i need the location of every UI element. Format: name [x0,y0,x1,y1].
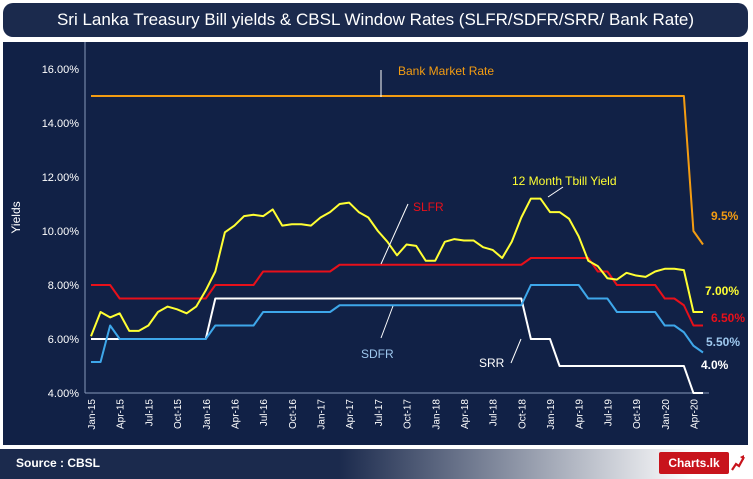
end-value-label-bank-market-rate: 9.5% [711,209,739,223]
x-tick-label: Jul-18 [489,399,500,427]
source-note: Source : CBSL [16,456,101,470]
series-line-bank-market-rate [91,95,704,246]
x-tick-label: Jan-18 [431,399,442,430]
series-line-12-month-tbill-yield [90,197,703,337]
series-label-bank-market-rate: Bank Market Rate [398,64,494,78]
x-tick-label: Oct-17 [403,399,414,429]
trend-arrow-icon [731,455,745,471]
logo-text: Charts.lk [659,452,729,474]
chart-panel: 4.00% 6.00% 8.00% 10.00% 12.00% 14.00% 16.00% Y… [3,42,748,445]
x-tick-label: Apr-18 [460,399,471,429]
y-tick-label: 4.00% [48,388,79,400]
charts-lk-logo: Charts.lk [659,452,745,476]
x-tick-label: Jul-17 [374,399,385,427]
series-line-sdfr [91,284,704,363]
series-line-slfr [91,257,703,327]
x-tick-label: Apr-17 [345,399,356,429]
x-tick-label: Jan-15 [87,399,98,430]
y-tick-label: 12.00% [42,172,80,184]
x-tick-label: Jul-15 [144,399,155,427]
y-tick-label: 8.00% [48,280,79,292]
leader-line-sdfr [380,305,394,339]
leader-line-srr [510,338,522,364]
series-label-sdfr: SDFR [361,347,394,361]
series-label-slfr: SLFR [413,200,444,214]
x-tick-label: Jan-17 [317,399,328,430]
footer-bar: Source : CBSL Charts.lk [0,449,753,479]
x-tick-label: Oct-19 [632,399,643,429]
x-tick-label: Apr-20 [689,399,700,429]
x-tick-label: Jan-16 [202,399,213,430]
y-tick-label: 14.00% [42,118,80,130]
end-value-label-sdfr: 5.50% [706,335,740,349]
chart-title: Sri Lanka Treasury Bill yields & CBSL Wi… [3,3,748,37]
y-tick-label: 6.00% [48,334,79,346]
y-axis-label: Yields [9,201,23,233]
x-tick-label: Jan-19 [546,399,557,430]
x-tick-label: Apr-19 [575,399,586,429]
leader-line-slfr [380,203,409,265]
x-tick-label: Apr-15 [116,399,127,429]
x-tick-label: Apr-16 [230,399,241,429]
y-tick-label: 10.00% [42,226,80,238]
y-tick-label: 16.00% [42,64,80,76]
x-tick-label: Oct-15 [173,399,184,429]
chart-svg: 4.00% 6.00% 8.00% 10.00% 12.00% 14.00% 16.00% Y… [9,42,745,430]
x-tick-label: Oct-16 [288,399,299,429]
leader-line-12-month-tbill-yield [547,186,564,198]
x-tick-label: Jul-19 [603,399,614,427]
x-tick-label: Jan-20 [661,399,672,430]
end-value-label-srr: 4.0% [701,358,729,372]
end-value-label-slfr: 6.50% [711,311,745,325]
end-value-label-12-month-tbill-yield: 7.00% [705,284,739,298]
x-tick-label: Jul-16 [259,399,270,427]
series-label-12-month-tbill-yield: 12 Month Tbill Yield [512,174,617,188]
x-tick-label: Oct-18 [517,399,528,429]
series-label-srr: SRR [479,356,505,370]
